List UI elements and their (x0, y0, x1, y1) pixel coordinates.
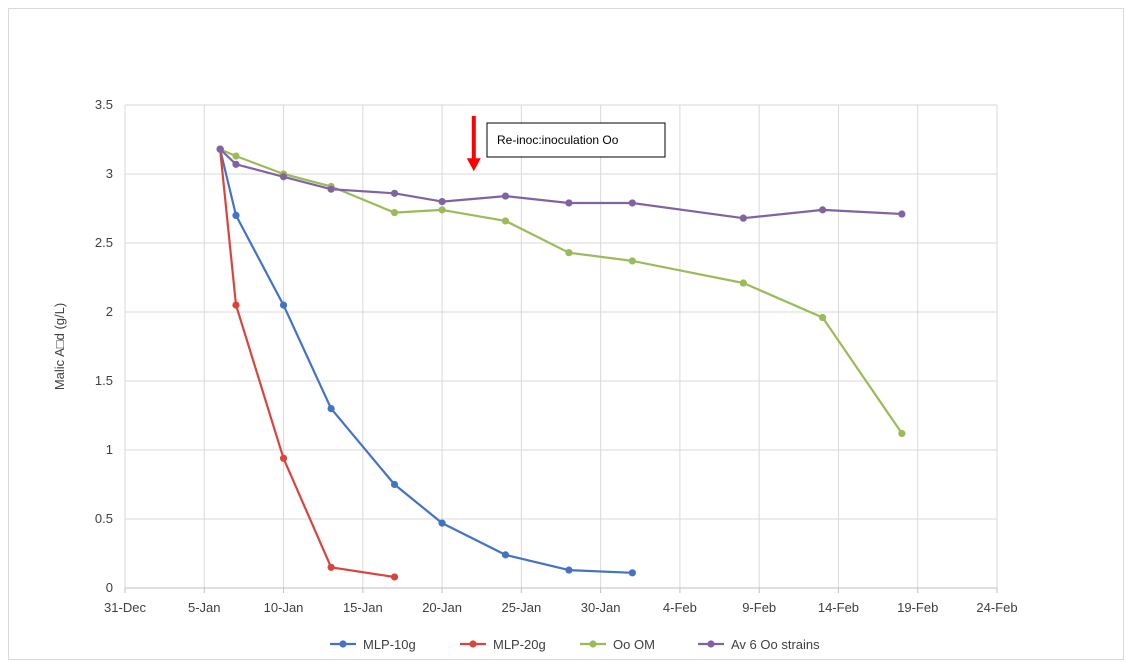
annotation-box (486, 122, 666, 158)
annotation-layer: Re-inoc:inoculation Oo (466, 116, 666, 172)
y-tick-label: 3 (106, 166, 113, 181)
legend-swatch-marker (469, 640, 477, 648)
y-tick-label: 2.5 (95, 235, 113, 250)
data-point (390, 480, 399, 489)
legend-swatch-marker (339, 640, 347, 648)
data-point (819, 206, 827, 214)
data-point (390, 189, 399, 197)
x-tick-label: 25-Jan (501, 600, 541, 615)
annotation-arrow-head (466, 158, 481, 172)
data-point (739, 279, 747, 287)
data-point (438, 519, 446, 527)
legend-label: Av 6 Oo strains (731, 637, 820, 652)
x-tick-label: 10-Jan (264, 600, 304, 615)
y-tick-label: 0.5 (95, 511, 113, 526)
data-point (501, 551, 510, 559)
chart-frame (8, 8, 1124, 660)
data-point (327, 185, 335, 193)
series-line (219, 149, 395, 579)
series-line (219, 148, 902, 220)
legend-item: MLP-10g (330, 637, 416, 652)
data-point (565, 566, 573, 574)
data-point (216, 145, 224, 153)
x-tick-label: 5-Jan (188, 600, 221, 615)
x-tick-label: 24-Feb (976, 600, 1017, 615)
data-point (898, 429, 906, 438)
data-point (898, 210, 906, 218)
data-point (232, 160, 240, 168)
data-point (279, 173, 288, 181)
x-tick-label: 15-Jan (343, 600, 383, 615)
y-axis-title: Malic A□d (g/L) (52, 303, 67, 390)
data-point (327, 563, 335, 571)
data-point (819, 313, 827, 322)
x-tick-label: 14-Feb (818, 600, 859, 615)
data-point (279, 454, 288, 462)
data-point (501, 217, 510, 225)
x-tick-label: 20-Jan (422, 600, 462, 615)
data-point (565, 249, 573, 257)
axes: 0 0.5 1 1.5 2 2.5 3 3.5 31-Dec 5-Jan 10-Jan 15-Jan 2… (95, 97, 1018, 615)
y-tick-label: 1 (106, 442, 113, 457)
data-point (390, 573, 399, 581)
data-point (565, 199, 573, 207)
data-point (628, 569, 636, 577)
series-line (219, 148, 633, 574)
data-point (279, 301, 288, 309)
data-point (628, 199, 636, 207)
data-point (327, 405, 335, 413)
series-mlp-20g (216, 145, 399, 581)
data-point (232, 301, 240, 309)
legend-item: Av 6 Oo strains (698, 637, 820, 652)
legend-label: MLP-20g (493, 637, 546, 652)
x-tick-label: 19-Feb (897, 600, 938, 615)
y-tick-label: 0 (106, 580, 113, 595)
x-tick-label: 4-Feb (663, 600, 697, 615)
data-point (438, 206, 446, 214)
data-point (501, 192, 510, 200)
legend-label: Oo OM (613, 637, 655, 652)
x-tick-label: 9-Feb (742, 600, 776, 615)
series-av-6-oo-strains (216, 145, 906, 222)
series-line (219, 148, 903, 435)
legend-swatch-marker (707, 640, 715, 648)
data-point (438, 198, 446, 206)
data-point (232, 211, 240, 219)
data-point (390, 209, 399, 217)
annotation-text: Re-inoc:inoculation Oo (497, 133, 619, 147)
x-tick-label: 30-Jan (581, 600, 621, 615)
legend-swatch-marker (589, 640, 597, 648)
legend: MLP-10g MLP-20g Oo OM Av 6 Oo strains (330, 637, 820, 652)
y-tick-label: 2 (106, 304, 113, 319)
gridlines (124, 104, 998, 589)
data-point (628, 257, 636, 265)
data-point (232, 152, 240, 160)
series-oo-om (216, 145, 906, 438)
y-tick-label: 1.5 (95, 373, 113, 388)
series-layer (216, 145, 906, 581)
legend-item: Oo OM (580, 637, 655, 652)
data-point (739, 214, 747, 222)
legend-label: MLP-10g (363, 637, 416, 652)
legend-item: MLP-20g (460, 637, 546, 652)
y-tick-label: 3.5 (95, 97, 113, 112)
x-tick-label: 31-Dec (104, 600, 146, 615)
